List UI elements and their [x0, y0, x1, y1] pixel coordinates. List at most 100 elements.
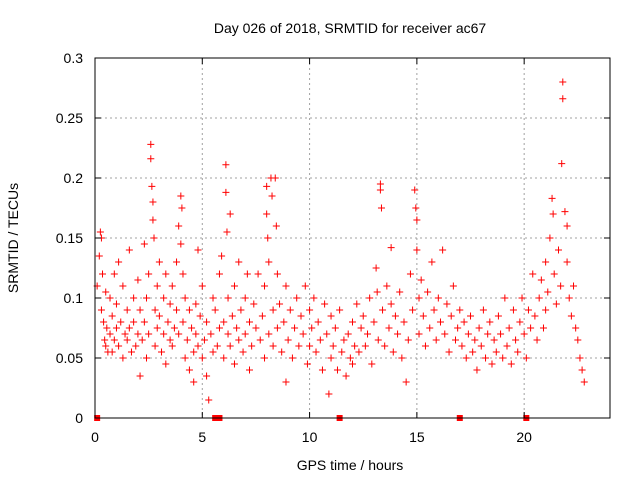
data-point: [220, 318, 228, 326]
data-point: [110, 336, 118, 344]
data-point: [430, 306, 438, 314]
data-point: [383, 282, 391, 290]
data-point: [170, 324, 178, 332]
data-point: [254, 270, 262, 278]
data-point: [237, 306, 245, 314]
data-point: [512, 336, 520, 344]
data-point: [394, 330, 402, 338]
data-point: [578, 366, 586, 374]
data-point: [552, 300, 560, 308]
data-point: [125, 246, 133, 254]
data-point: [400, 318, 408, 326]
data-point: [516, 318, 524, 326]
data-point: [96, 228, 104, 236]
data-point: [207, 330, 215, 338]
data-point: [396, 288, 404, 296]
data-point: [454, 324, 462, 332]
data-point: [250, 300, 258, 308]
data-point: [258, 312, 266, 320]
data-point: [507, 360, 515, 368]
data-point: [140, 318, 148, 326]
data-point: [572, 324, 580, 332]
data-point: [479, 306, 487, 314]
data-point: [299, 330, 307, 338]
data-point: [349, 318, 356, 326]
data-point: [355, 348, 363, 356]
data-point: [241, 294, 249, 302]
data-point: [119, 354, 127, 362]
data-point: [333, 366, 341, 374]
data-point: [162, 360, 170, 368]
data-point: [548, 194, 556, 202]
data-point: [123, 306, 131, 314]
data-point: [149, 216, 157, 224]
data-point: [175, 222, 183, 230]
data-point: [226, 342, 234, 350]
data-point: [168, 342, 176, 350]
data-point: [177, 240, 185, 248]
data-point: [123, 336, 131, 344]
data-point: [179, 270, 187, 278]
data-point: [471, 336, 479, 344]
data-point: [373, 288, 381, 296]
data-point: [97, 306, 105, 314]
data-point: [567, 312, 575, 320]
data-point: [209, 294, 217, 302]
data-point: [503, 342, 511, 350]
data-point: [323, 330, 331, 338]
data-point: [531, 312, 539, 320]
data-point: [295, 342, 303, 350]
data-point: [190, 378, 198, 386]
data-point: [441, 330, 449, 338]
data-point: [261, 354, 269, 362]
data-point: [188, 324, 196, 332]
data-point: [346, 354, 354, 362]
data-point: [415, 294, 423, 302]
data-point: [160, 294, 168, 302]
data-point: [102, 288, 110, 296]
data-point: [424, 288, 432, 296]
data-point: [460, 318, 468, 326]
data-point: [412, 204, 420, 212]
data-point: [351, 342, 359, 350]
data-point: [196, 312, 204, 320]
y-tick-label: 0.15: [56, 230, 83, 246]
data-point: [272, 222, 280, 230]
data-point: [183, 336, 191, 344]
data-point: [243, 270, 251, 278]
data-point: [376, 180, 384, 188]
data-point: [456, 306, 464, 314]
data-point: [379, 306, 387, 314]
data-point: [261, 282, 269, 290]
data-point: [230, 282, 238, 290]
data-point: [447, 312, 455, 320]
data-point: [233, 324, 241, 332]
data-point: [357, 324, 365, 332]
data-point: [181, 294, 189, 302]
data-point: [220, 354, 228, 362]
data-point: [127, 348, 135, 356]
data-point: [477, 342, 485, 350]
data-point: [497, 330, 505, 338]
y-tick-label: 0.3: [64, 50, 84, 66]
data-point: [263, 182, 271, 190]
data-point: [415, 330, 423, 338]
data-point: [452, 336, 459, 344]
data-point: [544, 288, 552, 296]
data-point: [325, 390, 333, 398]
data-points: [93, 78, 588, 404]
data-point: [404, 336, 412, 344]
data-point: [235, 258, 243, 266]
data-point: [406, 270, 414, 278]
data-point: [434, 294, 442, 302]
x-tick-label: 10: [302, 429, 318, 445]
data-point: [535, 294, 543, 302]
data-point: [215, 270, 223, 278]
data-point: [411, 186, 419, 194]
data-point: [273, 324, 281, 332]
data-point: [194, 246, 202, 254]
data-point: [488, 360, 496, 368]
data-point: [576, 354, 584, 362]
y-tick-label: 0.05: [56, 350, 83, 366]
data-point: [138, 336, 146, 344]
